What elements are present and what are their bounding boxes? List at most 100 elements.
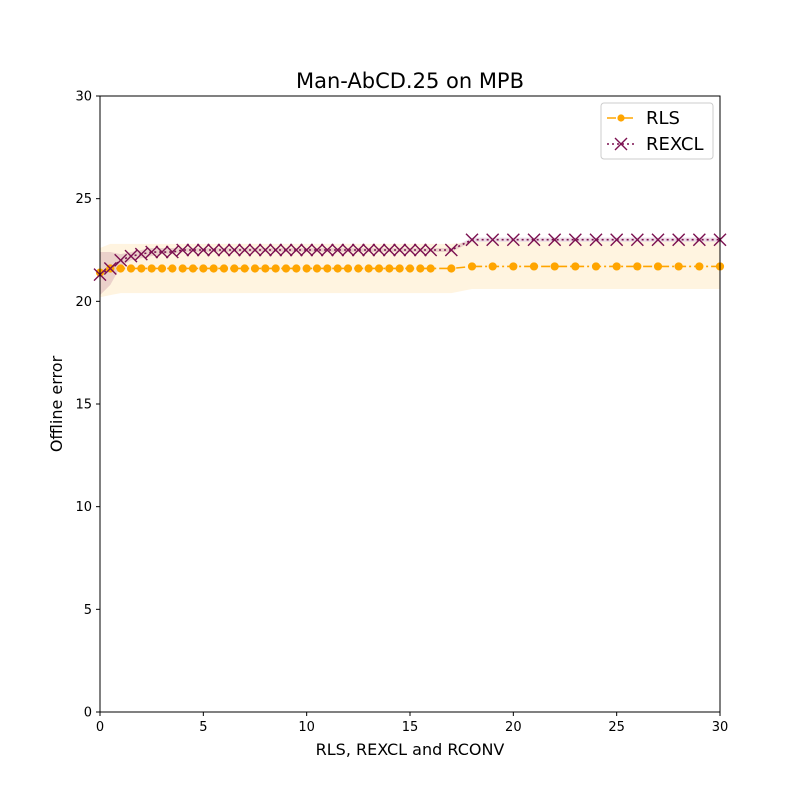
rls-point <box>447 264 456 273</box>
rls-point <box>230 264 239 273</box>
rls-point <box>633 262 642 271</box>
rexcl-point <box>145 245 159 259</box>
rexcl-point <box>393 243 407 257</box>
rls-point <box>292 264 301 273</box>
rls-point <box>168 264 177 273</box>
rls-point <box>271 264 280 273</box>
rls-point <box>137 264 146 273</box>
rexcl-point <box>424 243 438 257</box>
legend: RLS REXCL <box>600 102 714 160</box>
rexcl-legend-marker <box>614 137 628 151</box>
rexcl-point <box>289 243 303 257</box>
rexcl-point <box>248 243 262 257</box>
rexcl-point <box>114 253 128 267</box>
plot-frame <box>99 95 721 713</box>
rexcl-point <box>176 243 190 257</box>
rls-point <box>261 264 270 273</box>
rls-point <box>405 264 415 273</box>
y-tick-label: 15 <box>75 398 92 413</box>
rls-point <box>674 262 683 271</box>
rexcl-point <box>258 243 272 257</box>
rls-point <box>550 262 559 271</box>
rexcl-point <box>651 233 665 247</box>
x-tick-label: 0 <box>96 720 104 735</box>
y-axis: 0 5 10 15 20 25 30 <box>75 90 100 721</box>
chart-title: Man-AbCD.25 on MPB <box>296 69 524 93</box>
y-tick-label: 20 <box>75 295 92 310</box>
rls-point <box>612 262 621 271</box>
rexcl-point <box>692 233 706 247</box>
rls-point <box>488 262 497 271</box>
x-tick-label: 5 <box>199 720 207 735</box>
y-tick-label: 10 <box>75 500 92 515</box>
rls-point <box>529 262 539 271</box>
rexcl-point <box>568 233 582 247</box>
rls-point <box>250 264 260 273</box>
rls-legend-label: RLS <box>646 108 680 129</box>
rls-point <box>509 262 518 271</box>
rexcl-point <box>444 243 458 257</box>
series-markers <box>93 233 727 282</box>
x-tick-label: 15 <box>402 720 419 735</box>
rexcl-point <box>186 243 200 257</box>
rexcl-point <box>403 243 417 257</box>
y-axis-label: Offline error <box>47 355 66 452</box>
rexcl-point <box>238 243 252 257</box>
legend-box <box>600 102 714 160</box>
rls-point <box>395 264 404 273</box>
rexcl-point <box>362 243 376 257</box>
rls-point <box>126 264 136 273</box>
rls-point <box>188 264 198 273</box>
rexcl-point <box>506 233 520 247</box>
rexcl-point <box>134 247 148 261</box>
rexcl-point <box>486 233 500 247</box>
rls-point <box>354 264 363 273</box>
x-tick-label: 10 <box>298 720 315 735</box>
rexcl-point <box>527 233 541 247</box>
rexcl-point <box>672 233 686 247</box>
rls-legend-marker <box>617 114 625 122</box>
rexcl-point <box>372 243 386 257</box>
rls-point <box>385 264 394 273</box>
rexcl-line <box>99 238 720 276</box>
x-axis: 0 5 10 15 20 25 30 <box>96 712 728 735</box>
rls-point <box>591 262 601 271</box>
rexcl-point <box>610 233 624 247</box>
rls-point <box>240 264 249 273</box>
rexcl-point <box>103 261 117 275</box>
rexcl-point <box>331 243 345 257</box>
rls-point <box>157 264 167 273</box>
rexcl-point <box>310 243 324 257</box>
rls-point <box>116 264 125 273</box>
rexcl-point <box>165 245 179 259</box>
rexcl-point <box>630 233 644 247</box>
rexcl-point <box>589 233 603 247</box>
y-tick-label: 30 <box>75 90 92 105</box>
rls-point <box>312 264 322 273</box>
rls-point <box>374 264 384 273</box>
rls-point <box>695 262 704 271</box>
rls-point <box>147 264 156 273</box>
y-tick-label: 0 <box>84 706 92 721</box>
y-tick-label: 5 <box>84 603 92 618</box>
rexcl-point <box>155 245 169 259</box>
rexcl-point <box>227 243 241 257</box>
rexcl-point <box>548 233 562 247</box>
rexcl-point <box>341 243 355 257</box>
rls-point <box>653 262 663 271</box>
x-axis-label: RLS, REXCL and RCONV <box>316 740 505 759</box>
rls-point <box>571 262 580 271</box>
rls-point <box>281 264 291 273</box>
rls-point <box>209 264 218 273</box>
rexcl-point <box>269 243 283 257</box>
x-tick-label: 20 <box>505 720 522 735</box>
rls-point <box>199 264 208 273</box>
rls-point <box>343 264 353 273</box>
rexcl-point <box>320 243 334 257</box>
rexcl-point <box>465 233 479 247</box>
rexcl-point <box>300 243 314 257</box>
x-tick-label: 30 <box>712 720 729 735</box>
rls-point <box>219 264 229 273</box>
